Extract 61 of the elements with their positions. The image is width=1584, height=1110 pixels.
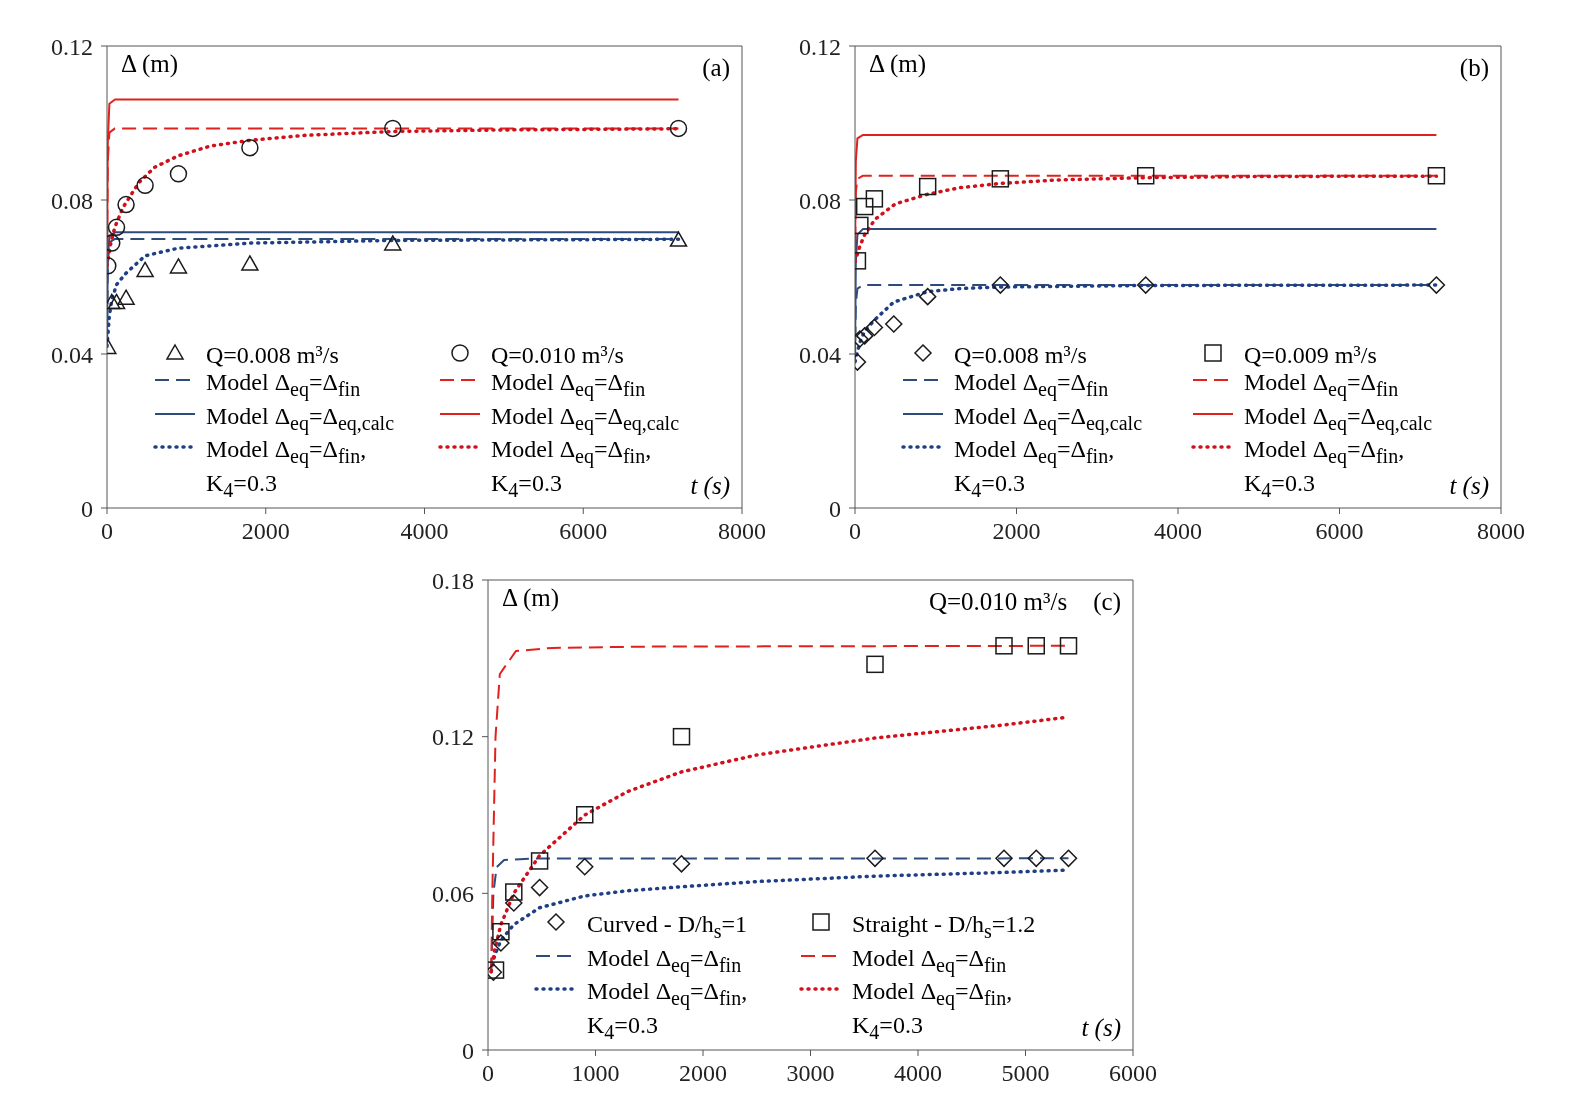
y-tick-label: 0.04	[51, 341, 93, 368]
y-tick-label: 0.08	[799, 187, 841, 214]
x-tick-label: 4000	[1154, 518, 1202, 545]
text: Model Δ$_{eq}$=Δ$_{fin}$, K$_{4}$=0.3	[852, 978, 1013, 1043]
legend-label: Q=0.009 m³/s	[1244, 341, 1377, 369]
annotation: (c)	[1093, 588, 1121, 616]
legend-label: Q=0.010 m³/s	[491, 341, 624, 369]
legend-label: Straight - D/h$_{s}$=1.2	[852, 910, 1036, 944]
y-axis-title: Δ (m)	[869, 50, 927, 78]
legend-label: Model Δ$_{eq}$=Δ$_{eq,calc}$	[1244, 402, 1433, 437]
legend-label: Model Δ$_{eq}$=Δ$_{fin}$	[587, 944, 742, 979]
text: Model Δ$_{eq}$=Δ$_{fin}$, K$_{4}$=0.3	[491, 436, 652, 501]
x-tick-label: 3000	[786, 1060, 835, 1087]
annotation: Q=0.010 m³/s	[928, 588, 1068, 616]
legend-label: Model Δ$_{eq}$=Δ$_{eq,calc}$	[206, 402, 395, 437]
legend-label: Model Δ$_{eq}$=Δ$_{fin}$	[491, 368, 646, 403]
text: Model Δ$_{eq}$=Δ$_{fin}$, K$_{4}$=0.3	[1244, 436, 1405, 501]
y-tick-label: 0	[829, 495, 841, 522]
x-axis-title: t (s)	[1081, 1014, 1121, 1042]
x-tick-label: 8000	[718, 518, 766, 545]
text: Model Δ$_{eq}$=Δ$_{fin}$, K$_{4}$=0.3	[206, 436, 367, 501]
x-tick-label: 2000	[992, 518, 1041, 545]
x-tick-label: 0	[482, 1060, 494, 1087]
x-tick-label: 8000	[1477, 518, 1525, 545]
x-tick-label: 0	[849, 518, 861, 545]
x-tick-label: 5000	[1001, 1060, 1050, 1087]
annotation: (b)	[1459, 54, 1489, 82]
y-tick-label: 0	[81, 495, 93, 522]
x-tick-label: 1000	[571, 1060, 620, 1087]
y-axis-title: Δ (m)	[502, 584, 560, 612]
legend-label: Model Δ$_{eq}$=Δ$_{fin}$	[206, 368, 361, 403]
annotation: (a)	[702, 54, 730, 82]
y-tick-label: 0.08	[51, 187, 93, 214]
y-axis-title: Δ (m)	[121, 50, 179, 78]
x-axis-title: t (s)	[1449, 472, 1489, 500]
text: Model Δ$_{eq}$=Δ$_{fin}$, K$_{4}$=0.3	[954, 436, 1115, 501]
legend-label: Q=0.008 m³/s	[954, 341, 1087, 369]
y-tick-label: 0.06	[432, 880, 474, 907]
legend-label: Model Δ$_{eq}$=Δ$_{fin}$	[852, 944, 1007, 979]
y-tick-label: 0.18	[432, 567, 474, 594]
x-tick-label: 4000	[894, 1060, 942, 1087]
x-tick-label: 6000	[1315, 518, 1364, 545]
x-tick-label: 0	[101, 518, 113, 545]
x-axis-title: t (s)	[690, 472, 730, 500]
text: Model Δ$_{eq}$=Δ$_{fin}$, K$_{4}$=0.3	[587, 978, 748, 1043]
legend-label: Model Δ$_{eq}$=Δ$_{fin}$	[954, 368, 1109, 403]
legend-label: Model Δ$_{eq}$=Δ$_{eq,calc}$	[491, 402, 680, 437]
x-tick-label: 6000	[1109, 1060, 1157, 1087]
legend-label: Model Δ$_{eq}$=Δ$_{eq,calc}$	[954, 402, 1143, 437]
legend-label: Model Δ$_{eq}$=Δ$_{fin}$	[1244, 368, 1399, 403]
y-tick-label: 0.12	[799, 33, 841, 60]
x-tick-label: 6000	[559, 518, 608, 545]
x-tick-label: 4000	[400, 518, 449, 545]
y-tick-label: 0	[462, 1037, 474, 1064]
y-tick-label: 0.04	[799, 341, 841, 368]
legend-label: Q=0.008 m³/s	[206, 341, 339, 369]
y-tick-label: 0.12	[51, 33, 93, 60]
x-tick-label: 2000	[679, 1060, 727, 1087]
y-tick-label: 0.12	[432, 724, 474, 751]
x-tick-label: 2000	[241, 518, 290, 545]
legend-label: Curved - D/h$_{s}$=1	[587, 910, 747, 944]
